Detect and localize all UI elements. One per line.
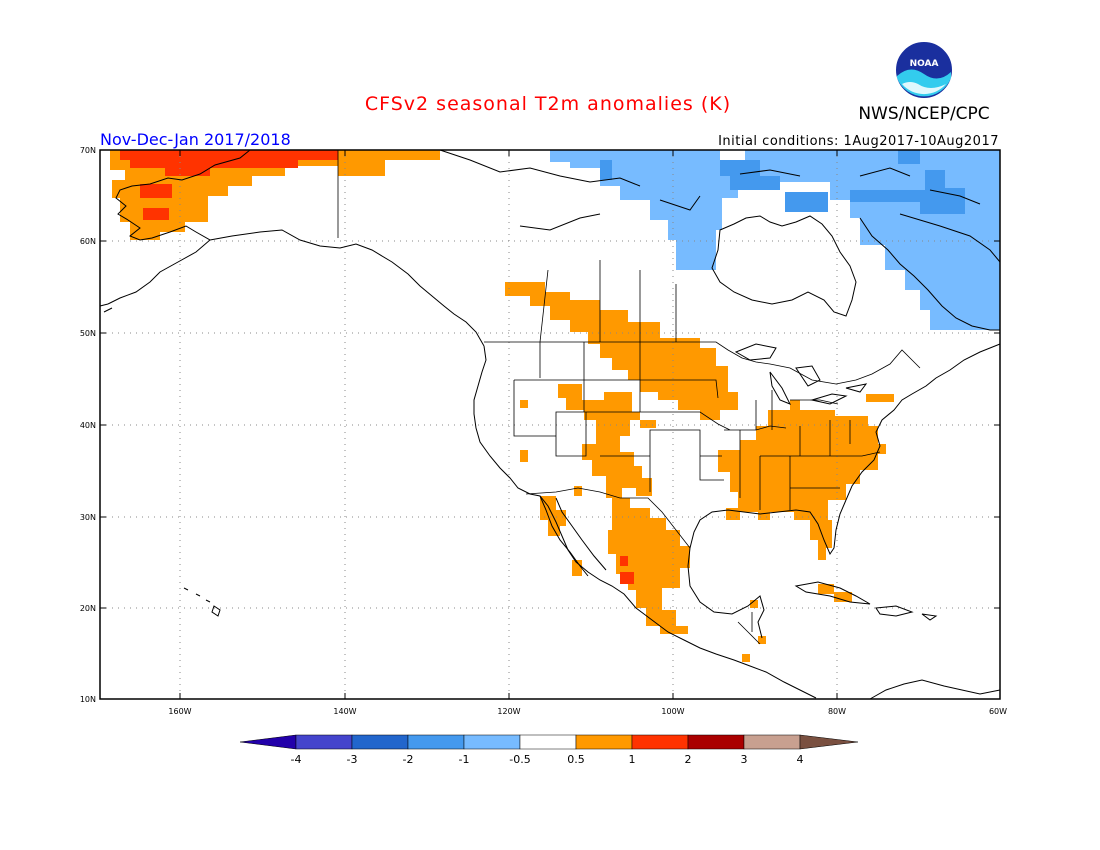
colorbar-swatch bbox=[407, 734, 465, 750]
anomaly-warm-patch bbox=[572, 560, 582, 576]
coastline-hawaii bbox=[183, 587, 221, 617]
noaa-logo-text: NOAA bbox=[910, 59, 939, 69]
axis-ticks bbox=[100, 150, 1000, 699]
chart-title: CFSv2 seasonal T2m anomalies (K) bbox=[365, 93, 731, 115]
border-central-america bbox=[737, 612, 761, 645]
coastline-east-us bbox=[845, 343, 1001, 501]
anomaly-warm-mexico bbox=[608, 498, 690, 634]
coastline-great-lakes bbox=[734, 343, 868, 405]
anomaly-warm-patch bbox=[574, 486, 582, 496]
coastline-hispaniola bbox=[875, 605, 938, 621]
coastline-gulf bbox=[687, 499, 847, 639]
colorbar-swatch bbox=[687, 734, 745, 750]
anomaly-hot-mexico bbox=[620, 556, 628, 566]
political-borders bbox=[337, 150, 921, 645]
coastline-south-america bbox=[869, 679, 1001, 700]
agency-label: NWS/NCEP/CPC bbox=[858, 104, 989, 124]
latitude-labels: 70N 60N 50N 40N 30N 20N 10N bbox=[80, 146, 96, 704]
colorbar: -4 -3 -2 -1 -0.5 0.5 1 2 3 4 bbox=[239, 734, 859, 766]
anomaly-shading bbox=[110, 150, 1000, 662]
border-states bbox=[513, 342, 881, 510]
colorbar-arrow-low bbox=[239, 734, 297, 750]
colorbar-swatch bbox=[295, 734, 353, 750]
coastline-labrador bbox=[859, 217, 1000, 331]
coastline-baja bbox=[539, 495, 607, 577]
colorbar-label: -4 bbox=[291, 753, 302, 766]
colorbar-label: 1 bbox=[629, 753, 636, 766]
colorbar-swatch bbox=[575, 734, 633, 750]
lon-label: 60W bbox=[989, 707, 1007, 716]
colorbar-swatch bbox=[463, 734, 521, 750]
coastline-hudson-bay bbox=[711, 215, 857, 317]
anomaly-warm-patch bbox=[520, 450, 528, 462]
anomaly-cold-canada bbox=[600, 150, 965, 214]
colorbar-label: 2 bbox=[685, 753, 692, 766]
anomaly-warm-patch bbox=[750, 600, 758, 608]
colorbar-label: 4 bbox=[797, 753, 804, 766]
colorbar-swatch bbox=[351, 734, 409, 750]
coastlines bbox=[99, 149, 1001, 700]
colorbar-label: 3 bbox=[741, 753, 748, 766]
lon-label: 160W bbox=[168, 707, 191, 716]
border-us-mexico bbox=[525, 487, 691, 549]
anomaly-warm-patch bbox=[742, 654, 750, 662]
colorbar-swatch bbox=[743, 734, 801, 750]
anomaly-hot-mexico bbox=[620, 572, 634, 584]
anomaly-warm-patch bbox=[758, 636, 766, 644]
coastline-alaska-south bbox=[209, 229, 485, 347]
coastline-cuba bbox=[794, 581, 871, 605]
lat-label: 50N bbox=[80, 329, 96, 338]
colorbar-label: 0.5 bbox=[567, 753, 585, 766]
lon-label: 80W bbox=[828, 707, 846, 716]
coastline-alaska bbox=[107, 149, 251, 305]
coastline-arctic bbox=[439, 149, 1001, 263]
lat-label: 20N bbox=[80, 604, 96, 613]
anomaly-cool-canada-west bbox=[550, 150, 738, 270]
anomaly-hot-alaska-patch bbox=[143, 208, 169, 220]
coastline-aleutians bbox=[99, 303, 113, 313]
border-canada-provinces bbox=[539, 260, 677, 343]
colorbar-label: -1 bbox=[459, 753, 470, 766]
anomaly-warm-southeast bbox=[718, 400, 886, 560]
lat-label: 30N bbox=[80, 513, 96, 522]
colorbar-swatch bbox=[631, 734, 689, 750]
anomaly-cool-canada-east bbox=[745, 150, 1000, 330]
anomaly-warm-patch bbox=[866, 394, 894, 402]
border-us-canada bbox=[484, 341, 921, 385]
anomaly-warm-plains bbox=[505, 282, 738, 420]
anomaly-hot-alaska-patch bbox=[140, 184, 172, 198]
colorbar-arrow-high bbox=[799, 734, 859, 750]
initial-conditions: Initial conditions: 1Aug2017-10Aug2017 bbox=[718, 134, 999, 149]
lat-label: 60N bbox=[80, 237, 96, 246]
colorbar-label: -3 bbox=[347, 753, 358, 766]
longitude-labels: 160W 140W 120W 100W 80W 60W bbox=[168, 707, 1007, 716]
noaa-logo: NOAA bbox=[894, 40, 954, 100]
anomaly-warm-patch bbox=[520, 400, 528, 408]
colorbar-swatch bbox=[519, 734, 577, 750]
anomaly-warm-rockies bbox=[558, 384, 652, 498]
anomaly-warm-cuba bbox=[818, 584, 834, 594]
anomaly-warm-patch bbox=[640, 420, 656, 428]
lon-label: 100W bbox=[661, 707, 684, 716]
lat-label: 40N bbox=[80, 421, 96, 430]
colorbar-label: -0.5 bbox=[509, 753, 530, 766]
colorbar-label: -2 bbox=[403, 753, 414, 766]
anomaly-hot-alaska bbox=[120, 150, 338, 176]
lon-label: 120W bbox=[497, 707, 520, 716]
lon-label: 140W bbox=[333, 707, 356, 716]
lat-label: 70N bbox=[80, 146, 96, 155]
anomaly-warm-cuba bbox=[834, 592, 852, 602]
forecast-period: Nov-Dec-Jan 2017/2018 bbox=[100, 130, 291, 149]
lat-label: 10N bbox=[80, 695, 96, 704]
